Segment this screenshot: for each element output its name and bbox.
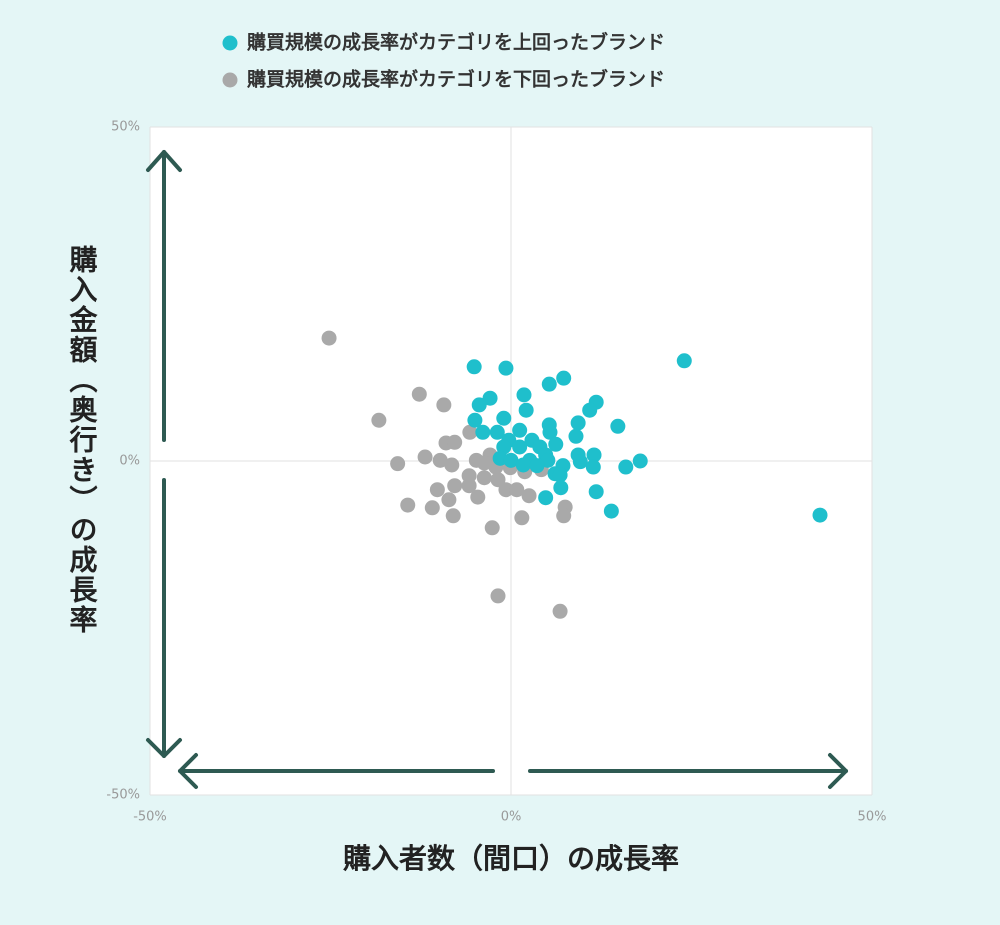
point: [490, 472, 506, 488]
point: [496, 439, 512, 455]
point: [400, 497, 416, 513]
x-tick-label: 50%: [858, 810, 887, 825]
point: [512, 439, 528, 455]
legend-marker: [222, 35, 238, 51]
point: [444, 457, 460, 473]
point: [618, 459, 634, 475]
point: [514, 510, 530, 526]
point: [424, 500, 440, 516]
y-axis-title: 購入金額（奥行き）の成長率: [66, 245, 99, 635]
point: [484, 520, 500, 536]
point: [585, 459, 601, 475]
x-axis-title: 購入者数（間口）の成長率: [343, 842, 679, 875]
point: [553, 480, 569, 496]
point: [489, 424, 505, 440]
legend-marker: [222, 72, 238, 88]
point: [475, 424, 491, 440]
y-tick-label: 50%: [111, 120, 140, 135]
point: [516, 387, 532, 403]
point: [432, 452, 448, 468]
point: [570, 415, 586, 431]
point: [515, 457, 531, 473]
point: [429, 482, 445, 498]
arrows: [146, 150, 848, 789]
y-tick-label: 0%: [119, 454, 140, 469]
point: [390, 456, 406, 472]
point: [541, 376, 557, 392]
point: [417, 449, 433, 465]
point: [572, 454, 588, 470]
point: [676, 353, 692, 369]
point: [447, 478, 463, 494]
point: [603, 503, 619, 519]
point: [556, 370, 572, 386]
point: [610, 418, 626, 434]
point: [582, 402, 598, 418]
point: [512, 422, 528, 438]
x-tick-label: 0%: [501, 810, 522, 825]
point: [586, 447, 602, 463]
point: [498, 482, 514, 498]
point: [542, 424, 558, 440]
point: [445, 508, 461, 524]
legend-label: 購買規模の成長率がカテゴリを上回ったブランド: [247, 31, 665, 54]
point: [568, 428, 584, 444]
point: [503, 452, 519, 468]
y-tick-label: -50%: [106, 788, 140, 803]
point: [411, 386, 427, 402]
x-tick-label: -50%: [133, 810, 167, 825]
legend-label: 購買規模の成長率がカテゴリを下回ったブランド: [247, 68, 665, 91]
point: [518, 402, 534, 418]
point: [371, 412, 387, 428]
point: [588, 484, 604, 500]
point: [548, 436, 564, 452]
marks: [149, 126, 873, 796]
point: [436, 397, 452, 413]
point: [552, 467, 568, 483]
point: [556, 508, 572, 524]
point: [471, 397, 487, 413]
arrow-head: [146, 738, 182, 758]
point: [441, 492, 457, 508]
point: [321, 330, 337, 346]
point: [552, 603, 568, 619]
point: [482, 390, 498, 406]
point: [447, 434, 463, 450]
point: [476, 455, 492, 471]
point: [467, 412, 483, 428]
point: [529, 458, 545, 474]
point: [490, 588, 506, 604]
point: [509, 482, 525, 498]
arrow-head: [828, 753, 848, 789]
arrow-head: [178, 753, 198, 789]
point: [476, 470, 492, 486]
point: [812, 507, 828, 523]
point: [521, 488, 537, 504]
point: [538, 490, 554, 506]
point: [496, 410, 512, 426]
point: [498, 360, 514, 376]
point: [470, 489, 486, 505]
point: [466, 359, 482, 375]
arrow-head: [146, 150, 182, 172]
point: [461, 478, 477, 494]
point: [632, 453, 648, 469]
point: [462, 424, 478, 440]
